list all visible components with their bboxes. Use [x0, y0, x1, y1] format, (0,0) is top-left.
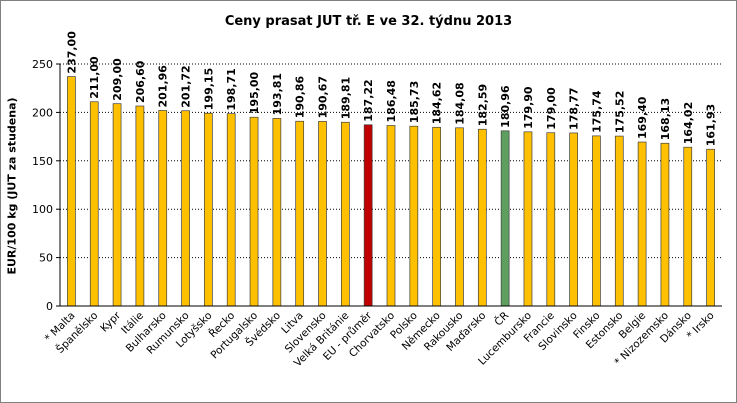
- value-label: 184,08: [453, 82, 466, 124]
- bar: [500, 130, 510, 307]
- bar: [706, 148, 715, 307]
- value-label: 186,48: [385, 80, 398, 122]
- value-label: 164,02: [682, 102, 695, 144]
- bar: [546, 132, 556, 307]
- bar: [204, 112, 213, 307]
- value-label: 201,72: [180, 65, 193, 107]
- bar: [249, 116, 259, 307]
- bar: [569, 132, 578, 307]
- bar: [363, 124, 373, 307]
- value-label: 193,81: [271, 73, 284, 115]
- bar: [272, 118, 282, 307]
- y-tick-label: 100: [32, 203, 53, 216]
- bar: [432, 126, 442, 307]
- bar: [523, 131, 533, 307]
- bar: [637, 141, 647, 307]
- bar: [660, 142, 670, 307]
- bar: [386, 125, 396, 307]
- value-label: 184,62: [431, 82, 444, 124]
- value-label: 180,96: [499, 85, 512, 128]
- y-axis-ticks: 0 50 100 150 200 250: [32, 58, 60, 313]
- value-label: 185,73: [408, 81, 421, 123]
- value-label: 169,40: [636, 96, 649, 139]
- axes: [59, 64, 722, 307]
- value-label: 179,00: [545, 87, 558, 130]
- bar: [112, 103, 122, 307]
- bar: [226, 113, 236, 307]
- y-tick-label: 250: [32, 58, 53, 71]
- y-tick-label: 150: [32, 155, 53, 168]
- value-label: 161,93: [705, 104, 718, 146]
- bars: [67, 76, 715, 307]
- chart-title: Ceny prasat JUT tř. E ve 32. týdnu 2013: [224, 14, 513, 29]
- value-labels: 237,00 211,00 209,00 206,60 201,96 201,72 199,…: [65, 31, 717, 146]
- value-label: 178,77: [568, 87, 581, 129]
- value-label: 175,52: [613, 91, 626, 133]
- bar: [683, 146, 693, 307]
- value-label: 190,67: [317, 76, 330, 118]
- y-tick-label: 0: [46, 300, 53, 313]
- x-axis-labels: * MaltaŠpanělskoKyprItálieBulharskoRumun…: [42, 309, 716, 369]
- value-label: 237,00: [65, 31, 78, 74]
- bar: [181, 110, 190, 307]
- bar: [67, 76, 76, 307]
- bar: [592, 135, 601, 307]
- value-label: 182,59: [476, 84, 489, 126]
- value-label: 168,13: [659, 98, 672, 140]
- value-label: 206,60: [134, 60, 147, 103]
- value-label: 195,00: [248, 71, 261, 114]
- bar: [89, 101, 99, 307]
- value-label: 198,71: [225, 68, 238, 110]
- bar: [340, 121, 350, 307]
- bar: [455, 127, 464, 307]
- value-label: 179,90: [522, 86, 535, 129]
- value-label: 211,00: [88, 56, 101, 99]
- value-label: 209,00: [111, 58, 124, 101]
- value-label: 199,15: [202, 68, 215, 110]
- y-tick-label: 200: [32, 106, 53, 119]
- bar: [158, 110, 168, 307]
- bar: [135, 105, 145, 307]
- bar: [614, 135, 624, 307]
- bar: [318, 121, 327, 307]
- bar: [295, 120, 305, 307]
- value-label: 190,86: [294, 75, 307, 118]
- value-label: 187,22: [362, 79, 375, 121]
- x-tick-label: Kypr: [98, 309, 123, 334]
- value-label: 201,96: [157, 65, 170, 108]
- value-label: 189,81: [339, 77, 352, 119]
- bar: [477, 128, 487, 307]
- value-label: 175,74: [590, 90, 603, 133]
- bar: [409, 125, 419, 307]
- y-tick-label: 50: [39, 252, 53, 265]
